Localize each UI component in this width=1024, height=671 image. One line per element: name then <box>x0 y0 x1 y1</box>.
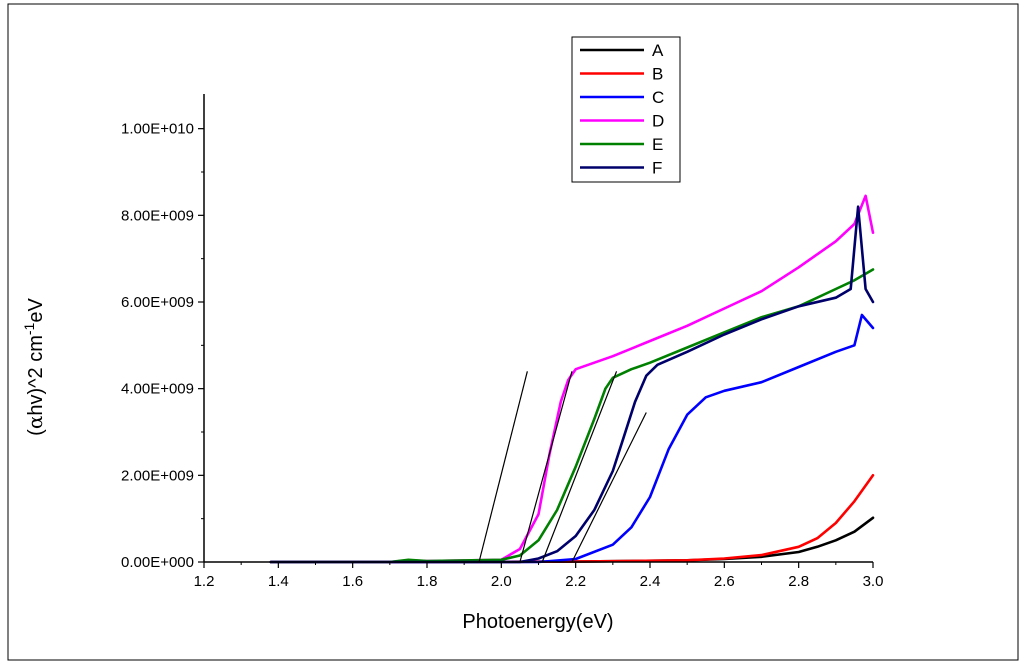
y-tick-label: 2.00E+009 <box>121 467 194 484</box>
x-tick-label: 2.2 <box>565 573 586 590</box>
tangent-line-4 <box>571 412 647 563</box>
y-tick-label: 1.00E+010 <box>121 121 194 138</box>
x-tick-label: 3.0 <box>863 573 884 590</box>
legend-label-a: A <box>652 41 664 60</box>
y-tick-label: 6.00E+009 <box>121 294 194 311</box>
y-tick-label: 4.00E+009 <box>121 381 194 398</box>
legend-label-b: B <box>652 65 663 84</box>
y-axis-title-sup: -1 <box>21 322 37 335</box>
x-tick-label: 2.0 <box>491 573 512 590</box>
y-axis-title-main: hv)^2 cm <box>25 335 47 416</box>
axes: 1.2 1.4 1.6 1.8 2.0 2.2 2.4 2.6 2.8 3.0 0.00E+000 2… <box>121 94 883 590</box>
legend-label-c: C <box>652 88 664 107</box>
y-axis-title-prefix: ( <box>25 429 47 436</box>
x-tick-label: 1.8 <box>417 573 438 590</box>
y-tick-label: 0.00E+000 <box>121 554 194 571</box>
tangent-line-2 <box>519 371 573 563</box>
legend-label-e: E <box>652 135 663 154</box>
tangent-line-3 <box>541 371 618 563</box>
series-line-c <box>269 313 875 564</box>
series-line-f <box>269 205 875 564</box>
x-tick-label: 1.4 <box>268 573 289 590</box>
x-tick-label: 2.8 <box>788 573 809 590</box>
x-axis-title: Photoenergy(eV) <box>462 611 613 633</box>
y-axis-title-suffix: eV <box>25 298 47 323</box>
x-tick-label: 2.6 <box>714 573 735 590</box>
legend-label-f: F <box>652 159 662 178</box>
x-tick-label: 2.4 <box>640 573 661 590</box>
x-tick-label: 1.2 <box>194 573 215 590</box>
y-axis-title: (αhv)^2 cm-1eV <box>21 298 47 436</box>
tangent-line-1 <box>478 371 528 563</box>
legend-box <box>571 36 681 183</box>
x-tick-label: 1.6 <box>342 573 363 590</box>
y-axis-title-alpha: α <box>23 416 47 430</box>
legend-label-d: D <box>652 112 664 131</box>
figure-border <box>7 3 1019 661</box>
y-tick-label: 8.00E+009 <box>121 207 194 224</box>
